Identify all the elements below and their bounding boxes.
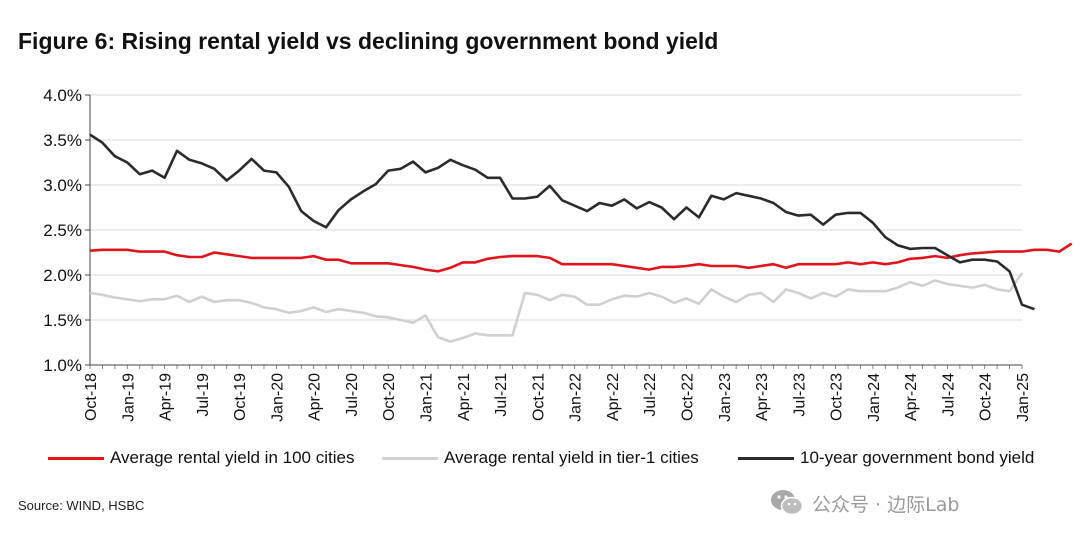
legend-label-rental-100: Average rental yield in 100 cities	[110, 448, 355, 467]
y-tick-label: 2.5%	[43, 221, 82, 240]
y-tick-label: 3.5%	[43, 131, 82, 150]
legend-swatch-rental-tier1	[382, 456, 438, 460]
y-tick-label: 2.0%	[43, 266, 82, 285]
source-note: Source: WIND, HSBC	[18, 498, 145, 513]
x-tick-label: Jul-24	[940, 373, 957, 417]
legend: Average rental yield in 100 cities Avera…	[0, 448, 1080, 476]
grid-lines	[90, 94, 1022, 321]
series-line-0	[89, 242, 1073, 273]
x-tick-label: Apr-20	[307, 373, 324, 421]
x-tick-label: Oct-20	[381, 373, 398, 421]
y-tick-label: 3.0%	[43, 176, 82, 195]
x-tick-label: Oct-22	[679, 373, 696, 421]
x-tick-label: Jul-22	[642, 373, 659, 417]
x-tick-label: Apr-19	[158, 373, 175, 421]
legend-swatch-rental-100	[48, 456, 104, 460]
x-tick-label: Jan-19	[120, 373, 137, 422]
x-tick-label: Jul-23	[791, 373, 808, 417]
x-tick-label: Jan-21	[419, 373, 436, 422]
legend-label-rental-tier1: Average rental yield in tier-1 cities	[444, 448, 699, 467]
watermark: 公众号 · 边际Lab	[770, 487, 959, 519]
x-axis: Oct-18 Jan-19 Apr-19 Jul-19 Oct-19 Jan-20 Apr-…	[83, 364, 1032, 422]
y-axis: 1.0% 1.5% 2.0% 2.5% 3.0% 3.5% 4.0%	[43, 86, 91, 375]
y-tick-label: 1.5%	[43, 311, 82, 330]
y-tick-label: 4.0%	[43, 86, 82, 105]
x-tick-label: Apr-21	[456, 373, 473, 421]
x-tick-label: Jan-20	[269, 373, 286, 422]
x-tick-label: Jul-19	[195, 373, 212, 417]
wechat-icon	[771, 490, 804, 516]
x-tick-label: Jul-20	[344, 373, 361, 417]
series-line-2	[89, 133, 1035, 311]
line-chart: 1.0% 1.5% 2.0% 2.5% 3.0% 3.5% 4.0% Oct-18 Jan-1…	[43, 86, 1073, 422]
x-tick-label: Apr-23	[754, 373, 771, 421]
x-tick-label: Jul-21	[493, 373, 510, 417]
x-tick-label: Oct-24	[978, 373, 995, 421]
x-tick-label: Oct-18	[83, 373, 100, 421]
chart-title: Figure 6: Rising rental yield vs declini…	[18, 28, 719, 54]
series-line-1	[89, 272, 1024, 343]
x-tick-label: Apr-24	[903, 373, 920, 421]
y-tick-label: 1.0%	[43, 356, 82, 375]
legend-label-bond-yield: 10-year government bond yield	[800, 448, 1035, 467]
legend-swatch-bond-yield	[738, 456, 794, 460]
x-tick-label: Jan-25	[1015, 373, 1032, 422]
legend-item-rental-tier1: Average rental yield in tier-1 cities	[382, 448, 699, 468]
x-tick-label: Oct-21	[530, 373, 547, 421]
x-tick-label: Jan-23	[717, 373, 734, 422]
series-lines	[89, 133, 1073, 343]
x-tick-label: Jan-22	[568, 373, 585, 422]
legend-item-rental-100: Average rental yield in 100 cities	[48, 448, 354, 468]
x-tick-label: Apr-22	[605, 373, 622, 421]
watermark-text: 公众号 · 边际Lab	[812, 493, 960, 516]
x-tick-label: Oct-19	[232, 373, 249, 421]
legend-item-bond-yield: 10-year government bond yield	[738, 448, 1034, 468]
x-tick-label: Oct-23	[829, 373, 846, 421]
x-tick-label: Jan-24	[866, 373, 883, 422]
